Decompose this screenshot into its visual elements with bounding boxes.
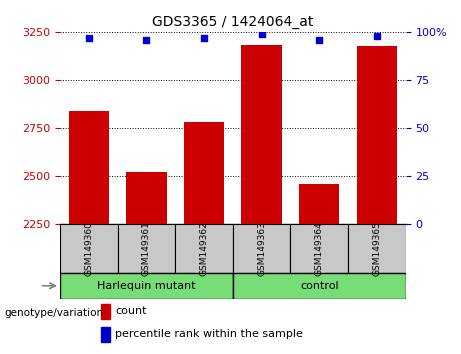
Bar bbox=[242, 45, 282, 224]
Text: percentile rank within the sample: percentile rank within the sample bbox=[115, 330, 303, 339]
Point bbox=[315, 37, 323, 42]
Bar bbox=[299, 184, 339, 224]
Text: Harlequin mutant: Harlequin mutant bbox=[97, 281, 195, 291]
Text: GSM149363: GSM149363 bbox=[257, 221, 266, 276]
Point bbox=[258, 31, 266, 36]
Point bbox=[200, 35, 207, 40]
Text: GSM149362: GSM149362 bbox=[200, 221, 208, 276]
Bar bbox=[233, 273, 406, 299]
Title: GDS3365 / 1424064_at: GDS3365 / 1424064_at bbox=[152, 16, 313, 29]
Text: control: control bbox=[300, 281, 338, 291]
Bar bbox=[348, 224, 406, 273]
Point bbox=[142, 37, 150, 42]
Bar bbox=[118, 224, 175, 273]
Text: genotype/variation: genotype/variation bbox=[5, 308, 104, 318]
Text: GSM149365: GSM149365 bbox=[372, 221, 381, 276]
Text: GSM149364: GSM149364 bbox=[315, 221, 324, 276]
Bar bbox=[357, 46, 397, 224]
Point bbox=[373, 33, 381, 39]
Bar bbox=[175, 224, 233, 273]
Point bbox=[85, 35, 92, 40]
Bar bbox=[126, 172, 166, 224]
Bar bbox=[60, 273, 233, 299]
Bar bbox=[184, 122, 224, 224]
Text: count: count bbox=[115, 306, 147, 316]
Bar bbox=[290, 224, 348, 273]
Bar bbox=[233, 224, 290, 273]
Bar bbox=[101, 327, 110, 342]
Bar bbox=[101, 304, 110, 319]
Bar bbox=[69, 111, 109, 224]
Text: GSM149360: GSM149360 bbox=[84, 221, 93, 276]
Text: GSM149361: GSM149361 bbox=[142, 221, 151, 276]
Bar bbox=[60, 224, 118, 273]
